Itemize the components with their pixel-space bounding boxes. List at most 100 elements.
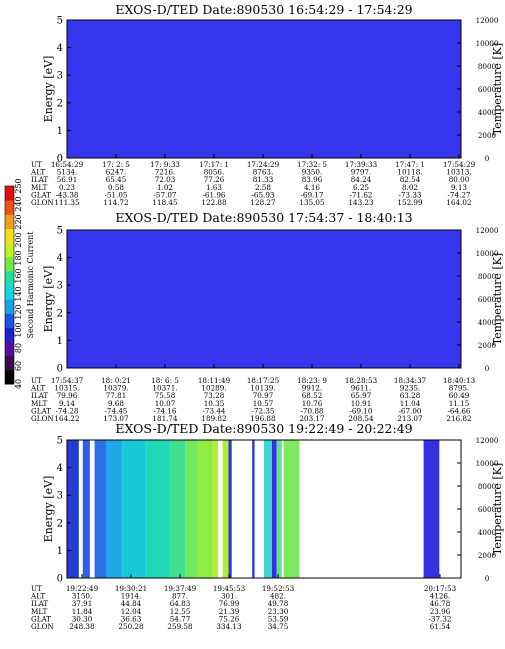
colorbar-label: Second Harmonic Current [26, 231, 35, 339]
table-cell: 6247. [106, 168, 127, 177]
temperature-tick-label: 6000 [478, 295, 497, 304]
table-cell: 37.91 [72, 599, 93, 608]
spectrogram-band [276, 440, 282, 578]
colorbar-tick-label: 240 [14, 196, 23, 211]
table-cell: 9.14 [59, 399, 75, 408]
table-cell: 61.54 [430, 622, 451, 631]
spectrogram-band [264, 440, 272, 578]
table-cell: 17:54:37 [51, 376, 84, 385]
table-cell: 208.54 [348, 414, 374, 423]
colorbar-swatch [5, 355, 14, 371]
table-cell: -65.93 [251, 190, 274, 199]
table-cell: 17:54:29 [443, 160, 476, 169]
table-cell: 23.96 [430, 607, 451, 616]
table-cell: 301. [221, 592, 237, 601]
colorbar-swatch [5, 285, 14, 300]
table-cell: 135.05 [299, 198, 325, 207]
table-cell: 8795. [449, 384, 470, 393]
temperature-tick-label: 10000 [476, 39, 499, 48]
table-cell: 6.25 [353, 183, 369, 192]
table-cell: 250.28 [118, 622, 144, 631]
temperature-axis-label: Temperature [K] [491, 43, 504, 135]
table-cell: 10118. [397, 168, 422, 177]
temperature-tick-label: 8000 [478, 272, 497, 281]
temperature-tick-label: 0 [485, 574, 490, 583]
table-cell: 173.07 [103, 414, 129, 423]
energy-tick-label: 1 [57, 546, 63, 557]
energy-tick-label: 0 [57, 364, 63, 375]
energy-tick-label: 2 [57, 518, 63, 529]
table-cell: 4.16 [304, 183, 320, 192]
table-cell: 18:34:37 [394, 376, 427, 385]
table-cell: -74.28 [55, 406, 78, 415]
table-row-label: ALT [30, 384, 45, 393]
spectrogram-background [67, 230, 461, 368]
table-cell: 10.91 [351, 399, 372, 408]
colorbar-tick-label: 100 [14, 322, 23, 337]
table-row-label: UT [31, 376, 42, 385]
colorbar-swatch [5, 242, 14, 258]
table-cell: 19:52:53 [262, 584, 295, 593]
colorbar-tick-label: 40 [14, 379, 23, 389]
table-cell: 16:54:29 [51, 160, 84, 169]
temperature-tick-label: 12000 [476, 16, 499, 25]
panel-title: EXOS-D/TED Date:890530 19:22:49 - 20:22:… [115, 421, 412, 436]
table-cell: 143.23 [348, 198, 374, 207]
temperature-tick-label: 10000 [476, 459, 499, 468]
table-row-label: GLAT [31, 190, 51, 199]
table-cell: 118.45 [152, 198, 178, 207]
table-cell: -74.27 [447, 190, 470, 199]
table-cell: -73.44 [202, 406, 225, 415]
table-cell: 2.58 [255, 183, 271, 192]
table-cell: 9235. [400, 384, 421, 393]
panel-title: EXOS-D/TED Date:890530 16:54:29 - 17:54:… [115, 2, 412, 17]
table-row-label: MLT [31, 607, 48, 616]
energy-tick-label: 2 [57, 308, 63, 319]
colorbar-swatch [5, 186, 14, 201]
table-cell: 9.13 [451, 183, 467, 192]
colorbar-tick-label: 60 [14, 361, 23, 371]
table-row-label: MLT [31, 183, 48, 192]
colorbar-swatch [5, 341, 14, 357]
spectrogram-band [169, 440, 186, 578]
table-cell: 63.28 [400, 391, 421, 400]
table-cell: 21.39 [219, 607, 240, 616]
table-cell: 68.52 [302, 391, 323, 400]
table-cell: 18: 6: 5 [151, 376, 179, 385]
colorbar-tick-label: 180 [14, 250, 23, 265]
table-cell: 10379. [103, 384, 128, 393]
table-cell: 213.07 [397, 414, 423, 423]
table-cell: 19:30:21 [115, 584, 147, 593]
table-cell: 9912. [302, 384, 323, 393]
table-cell: -74.16 [153, 406, 176, 415]
table-cell: 8056. [204, 168, 225, 177]
table-cell: 128.27 [250, 198, 276, 207]
table-cell: 10.35 [204, 399, 225, 408]
table-cell: 10313. [446, 168, 471, 177]
table-cell: 18:23: 9 [297, 376, 327, 385]
table-cell: -51.05 [104, 190, 127, 199]
colorbar-tick-label: 160 [14, 268, 23, 283]
table-cell: -73.33 [398, 190, 421, 199]
table-cell: 1914. [121, 592, 142, 601]
table-cell: 73.28 [204, 391, 225, 400]
colorbar-swatch [5, 327, 14, 343]
spectrogram-band [82, 440, 90, 578]
table-cell: 17: 2: 5 [102, 160, 130, 169]
colorbar-swatch [5, 200, 14, 215]
table-cell: 17:32: 5 [297, 160, 327, 169]
table-cell: -64.66 [447, 406, 470, 415]
table-cell: 1.63 [206, 183, 222, 192]
spectrogram-band [94, 440, 107, 578]
spectrogram-band [122, 440, 146, 578]
table-cell: 10.07 [155, 399, 176, 408]
table-cell: 11.04 [400, 399, 421, 408]
orbit-table: UTALTILATMLTGLATGLON17:54:3710315.79.969… [30, 376, 476, 423]
spectrogram-band [423, 440, 440, 578]
panel-3: EXOS-D/TED Date:890530 19:22:49 - 20:22:… [30, 421, 504, 631]
energy-tick-label: 5 [57, 436, 63, 447]
temperature-tick-label: 4000 [478, 318, 497, 327]
temperature-tick-label: 2000 [478, 131, 497, 140]
table-cell: 12.55 [170, 607, 191, 616]
